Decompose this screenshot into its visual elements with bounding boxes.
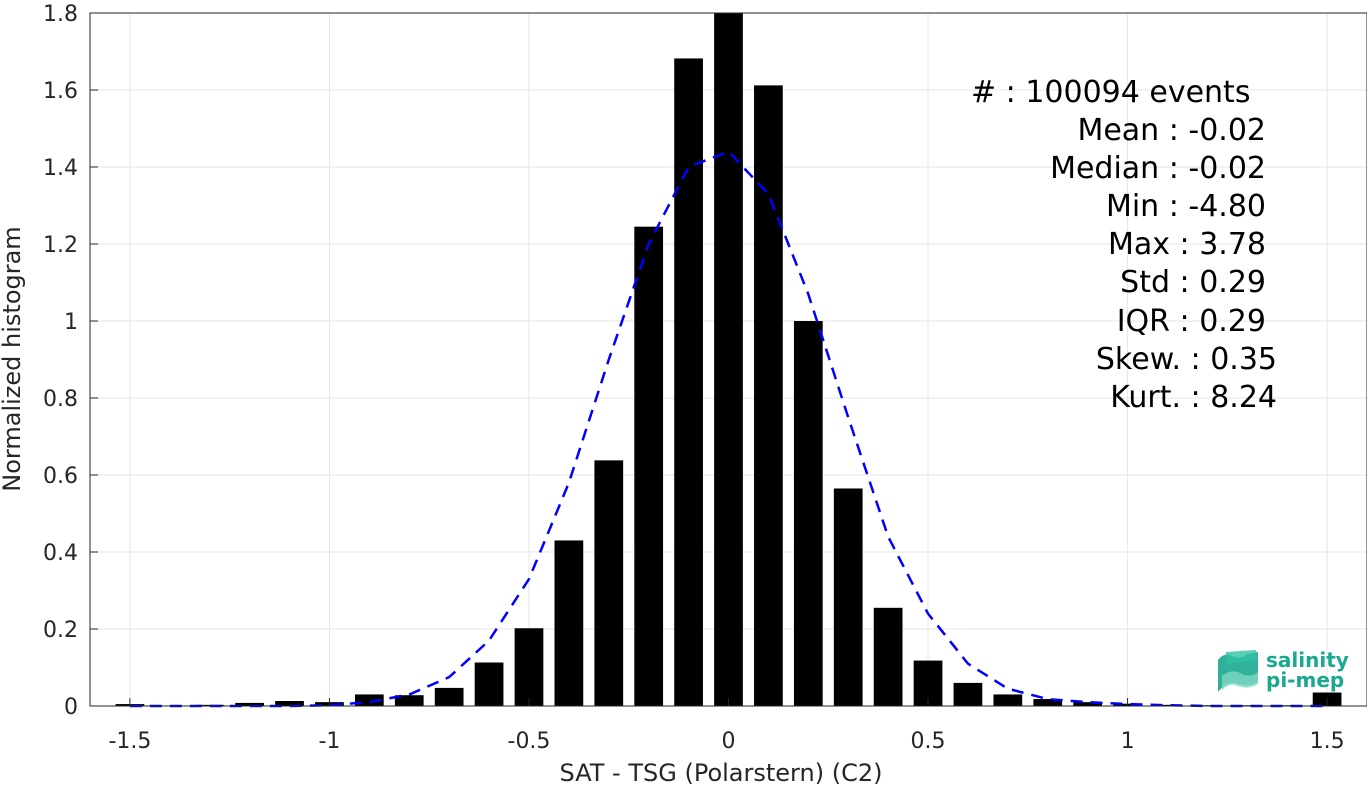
- histogram-bar: [394, 695, 424, 706]
- histogram-bar: [195, 704, 225, 706]
- y-tick-label: 0.8: [43, 387, 78, 412]
- histogram-bar: [474, 662, 504, 706]
- x-axis-title: SAT - TSG (Polarstern) (C2): [560, 759, 883, 785]
- histogram-bar: [554, 540, 584, 706]
- stat-iqr: IQR : 0.29: [1117, 304, 1266, 339]
- y-tick-label: 1.4: [43, 156, 78, 181]
- histogram-bar: [594, 460, 624, 706]
- x-tick-label: 1: [1121, 729, 1135, 754]
- y-tick-label: 0.6: [43, 464, 78, 489]
- histogram-bar: [1153, 704, 1182, 706]
- stat-skew: Skew. : 0.35: [1096, 342, 1277, 377]
- histogram-bar: [434, 687, 464, 706]
- y-axis: 0 0.2 0.4 0.6 0.8 1 1.2 1.4 1.6 1.8: [43, 2, 98, 720]
- histogram-bar: [873, 607, 903, 706]
- stats-box: # : 100094 events Mean : -0.02 Median : …: [971, 75, 1277, 415]
- stat-min: Min : -4.80: [1106, 189, 1266, 224]
- stat-kurt: Kurt. : 8.24: [1110, 380, 1277, 415]
- salinity-pi-mep-logo: salinity pi-mep: [1218, 648, 1349, 692]
- histogram-bar: [993, 694, 1023, 706]
- stat-max: Max : 3.78: [1108, 227, 1266, 262]
- y-tick-label: 1.6: [43, 79, 78, 104]
- histogram-bar: [1033, 699, 1063, 706]
- stat-median: Median : -0.02: [1050, 151, 1266, 186]
- x-tick-label: 0.5: [911, 729, 946, 754]
- y-axis-title: Normalized histogram: [0, 226, 26, 491]
- histogram-bar: [754, 85, 783, 706]
- logo-wave-icon: [1218, 650, 1258, 692]
- histogram-bar: [793, 321, 823, 706]
- histogram-bar: [833, 488, 863, 706]
- x-tick-label: 0: [722, 729, 736, 754]
- histogram-bar: [235, 702, 264, 706]
- stat-events: # : 100094 events: [971, 75, 1250, 110]
- histogram-bar: [674, 58, 703, 707]
- x-tick-label: -1: [318, 729, 340, 754]
- y-tick-label: 1: [64, 310, 78, 335]
- x-tick-label: -1.5: [108, 729, 151, 754]
- y-tick-label: 0.2: [43, 618, 78, 643]
- stat-std: Std : 0.29: [1120, 265, 1266, 300]
- histogram-bar: [275, 700, 304, 706]
- y-tick-label: 1.8: [43, 2, 78, 27]
- histogram-bars: [115, 13, 1342, 707]
- histogram-bar: [714, 13, 743, 706]
- histogram-bar: [1073, 702, 1103, 706]
- stat-mean: Mean : -0.02: [1077, 113, 1266, 148]
- y-tick-label: 0: [64, 695, 78, 720]
- x-tick-label: -0.5: [508, 729, 551, 754]
- histogram-bar: [953, 682, 983, 706]
- x-axis: -1.5 -1 -0.5 0 0.5 1 1.5: [108, 698, 1345, 754]
- y-tick-label: 1.2: [43, 233, 78, 258]
- x-tick-label: 1.5: [1310, 729, 1345, 754]
- histogram-bar: [634, 226, 664, 707]
- logo-line1: salinity: [1266, 648, 1349, 672]
- y-tick-label: 0.4: [43, 541, 78, 566]
- histogram-bar: [514, 628, 544, 706]
- logo-line2: pi-mep: [1266, 668, 1344, 692]
- histogram-bar: [354, 694, 384, 706]
